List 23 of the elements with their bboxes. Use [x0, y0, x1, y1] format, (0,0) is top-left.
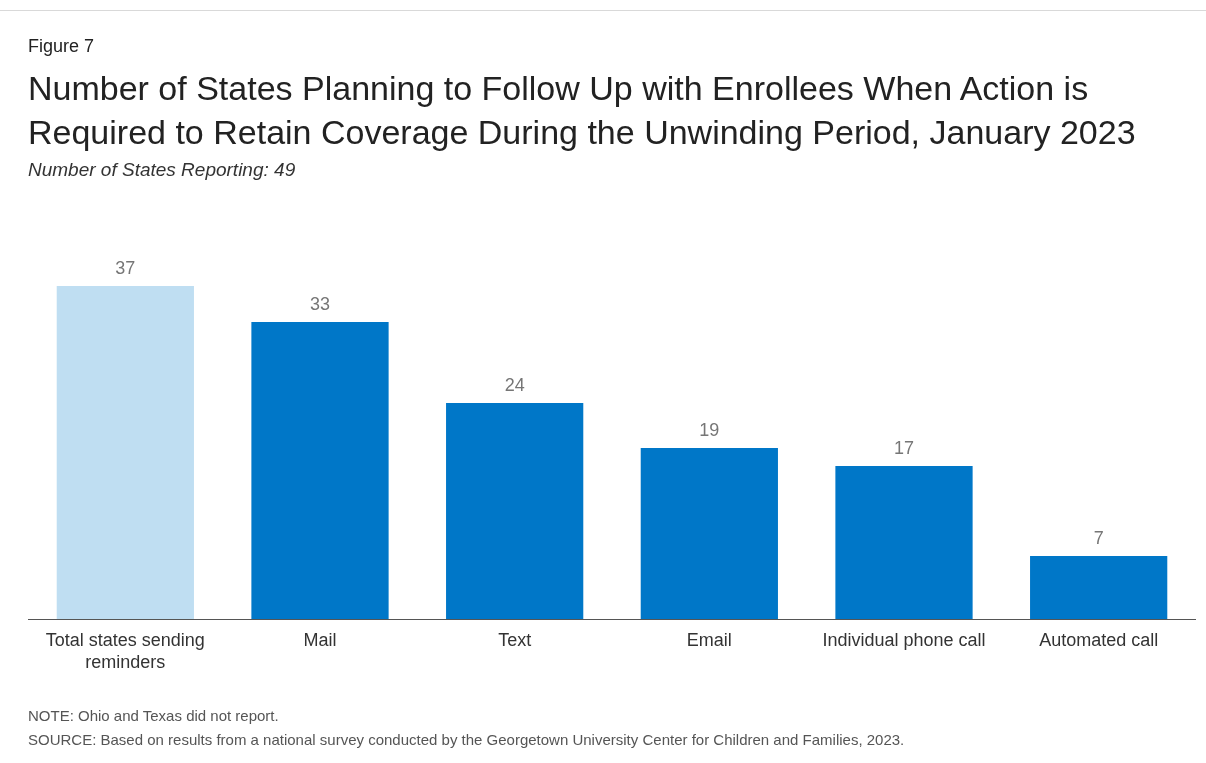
data-label: 17 — [893, 438, 915, 458]
caption: Figure 7 — [28, 36, 95, 56]
bar — [835, 466, 973, 619]
x-tick-label: Individual phone call — [822, 630, 986, 650]
x-tick-label: Automated call — [1039, 630, 1159, 650]
bar — [251, 322, 389, 619]
chart-subtitle: Number of States Reporting: 49 — [28, 159, 296, 180]
x-tick-label: Text — [498, 630, 532, 650]
bar — [56, 286, 194, 619]
text: NOTE: Ohio and Texas did not report. — [28, 707, 279, 724]
data-label: 7 — [1093, 528, 1104, 548]
bar — [1030, 556, 1168, 619]
x-tick-label: Total states sending reminders — [45, 630, 205, 672]
x-tick-label: Mail — [303, 630, 337, 650]
chart-title: Number of States Planning to Follow Up with Enrollees When Action is Required to Retain Coverage During the Unwinding Period, January 2023 — [28, 69, 1136, 151]
x-tick-label: Email — [686, 630, 732, 650]
bar — [640, 448, 778, 619]
source-note: SOURCE: Based on results from a national survey conducted by the Georgetown University Center for Children and Families, 2023. — [28, 731, 905, 748]
bar — [446, 403, 584, 619]
data-label: 33 — [309, 294, 331, 314]
data-label: 37 — [115, 258, 136, 278]
data-label: 19 — [699, 420, 720, 440]
data-label: 24 — [504, 375, 525, 395]
